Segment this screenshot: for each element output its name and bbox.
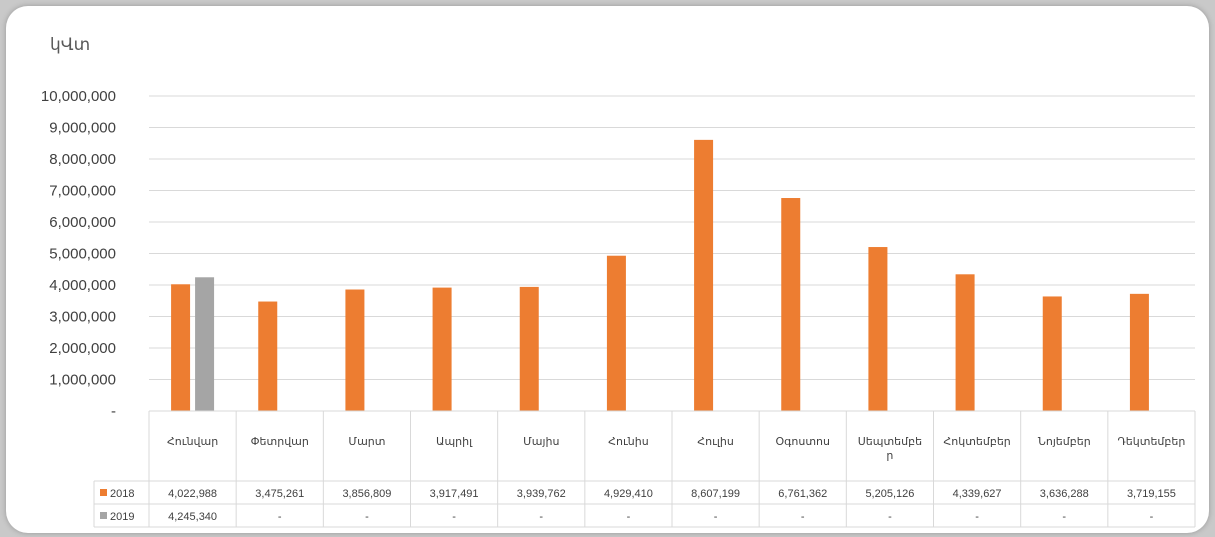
y-tick-label: 2,000,000 [49,340,116,357]
data-label: 8,607,199 [691,488,740,500]
bar-2018-6 [606,255,626,411]
bar-2018-9 [868,247,888,411]
bar-2018-8 [781,198,801,411]
series-name: 2019 [110,511,134,523]
gridlines [149,95,1195,380]
data-label: 4,245,340 [168,511,217,523]
data-label: 5,205,126 [865,488,914,500]
category-label: Հոկտեմբեր [943,436,1010,448]
bar-2018-7 [694,139,714,411]
data-label: - [365,511,369,523]
bar-2018-10 [955,274,975,411]
legend-key-2018 [100,489,107,496]
y-axis-ticks: - 1,000,000 2,000,000 3,000,000 4,000,000 5,0… [41,88,116,420]
bar-2019-1 [195,277,215,411]
data-label: 4,929,410 [604,488,653,500]
bars [171,139,1149,411]
bar-2018-12 [1129,293,1149,411]
y-axis-unit-label: կՎտ [50,35,90,54]
y-tick-label: 9,000,000 [49,120,116,137]
category-label: Հունիս [608,436,649,448]
y-tick-label: 3,000,000 [49,309,116,326]
data-label: 4,339,627 [953,488,1002,500]
data-label: 3,636,288 [1040,488,1089,500]
category-label: Սեպտեմբե [858,436,922,448]
y-tick-label: 6,000,000 [49,214,116,231]
category-label: Հուլիս [697,436,734,448]
y-tick-label: 10,000,000 [41,88,116,105]
category-label: Նոյեմբեր [1038,436,1091,448]
y-tick-label: 8,000,000 [49,151,116,168]
data-label: - [452,511,456,523]
data-label: - [278,511,282,523]
data-table: Հունվար Փետրվար Մարտ Ապրիլ Մայիս Հունիս Հուլիս… [93,410,1196,528]
data-label: - [714,511,718,523]
data-label: 3,856,809 [342,488,391,500]
data-label: - [975,511,979,523]
y-tick-label: 1,000,000 [49,372,116,389]
data-label: 3,719,155 [1127,488,1176,500]
category-label: ր [886,450,893,462]
y-tick-label: 4,000,000 [49,277,116,294]
category-label: Մայիս [523,436,559,448]
data-label: 3,475,261 [255,488,304,500]
category-label: Հունվար [167,436,218,448]
data-label: - [1150,511,1154,523]
bar-2018-1 [171,284,191,411]
data-label: - [539,511,543,523]
chart-frame: կՎտ - 1,000,000 2,000,000 3,000,000 4,000,00… [6,6,1209,533]
bar-2018-2 [258,301,278,411]
legend-key-2019 [100,512,107,519]
data-label: 4,022,988 [168,488,217,500]
data-label: - [1062,511,1066,523]
y-tick-label: 5,000,000 [49,246,116,263]
data-label: - [801,511,805,523]
data-label: - [627,511,631,523]
bar-2018-5 [519,286,539,411]
data-label: 3,917,491 [430,488,479,500]
data-label: - [888,511,892,523]
data-label: 3,939,762 [517,488,566,500]
y-tick-label: 7,000,000 [49,183,116,200]
bar-2018-4 [432,287,452,411]
category-label: Դեկտեմբեր [1118,436,1186,448]
category-label: Ապրիլ [436,436,473,448]
bar-chart: կՎտ - 1,000,000 2,000,000 3,000,000 4,000,00… [41,35,1196,528]
category-label: Օգոստոս [776,436,831,448]
category-label: Փետրվար [251,436,309,448]
bar-2018-11 [1042,296,1062,411]
data-label: 6,761,362 [778,488,827,500]
category-label: Մարտ [348,436,385,448]
series-name: 2018 [110,488,134,500]
bar-2018-3 [345,289,365,411]
y-tick-label: - [111,403,116,420]
